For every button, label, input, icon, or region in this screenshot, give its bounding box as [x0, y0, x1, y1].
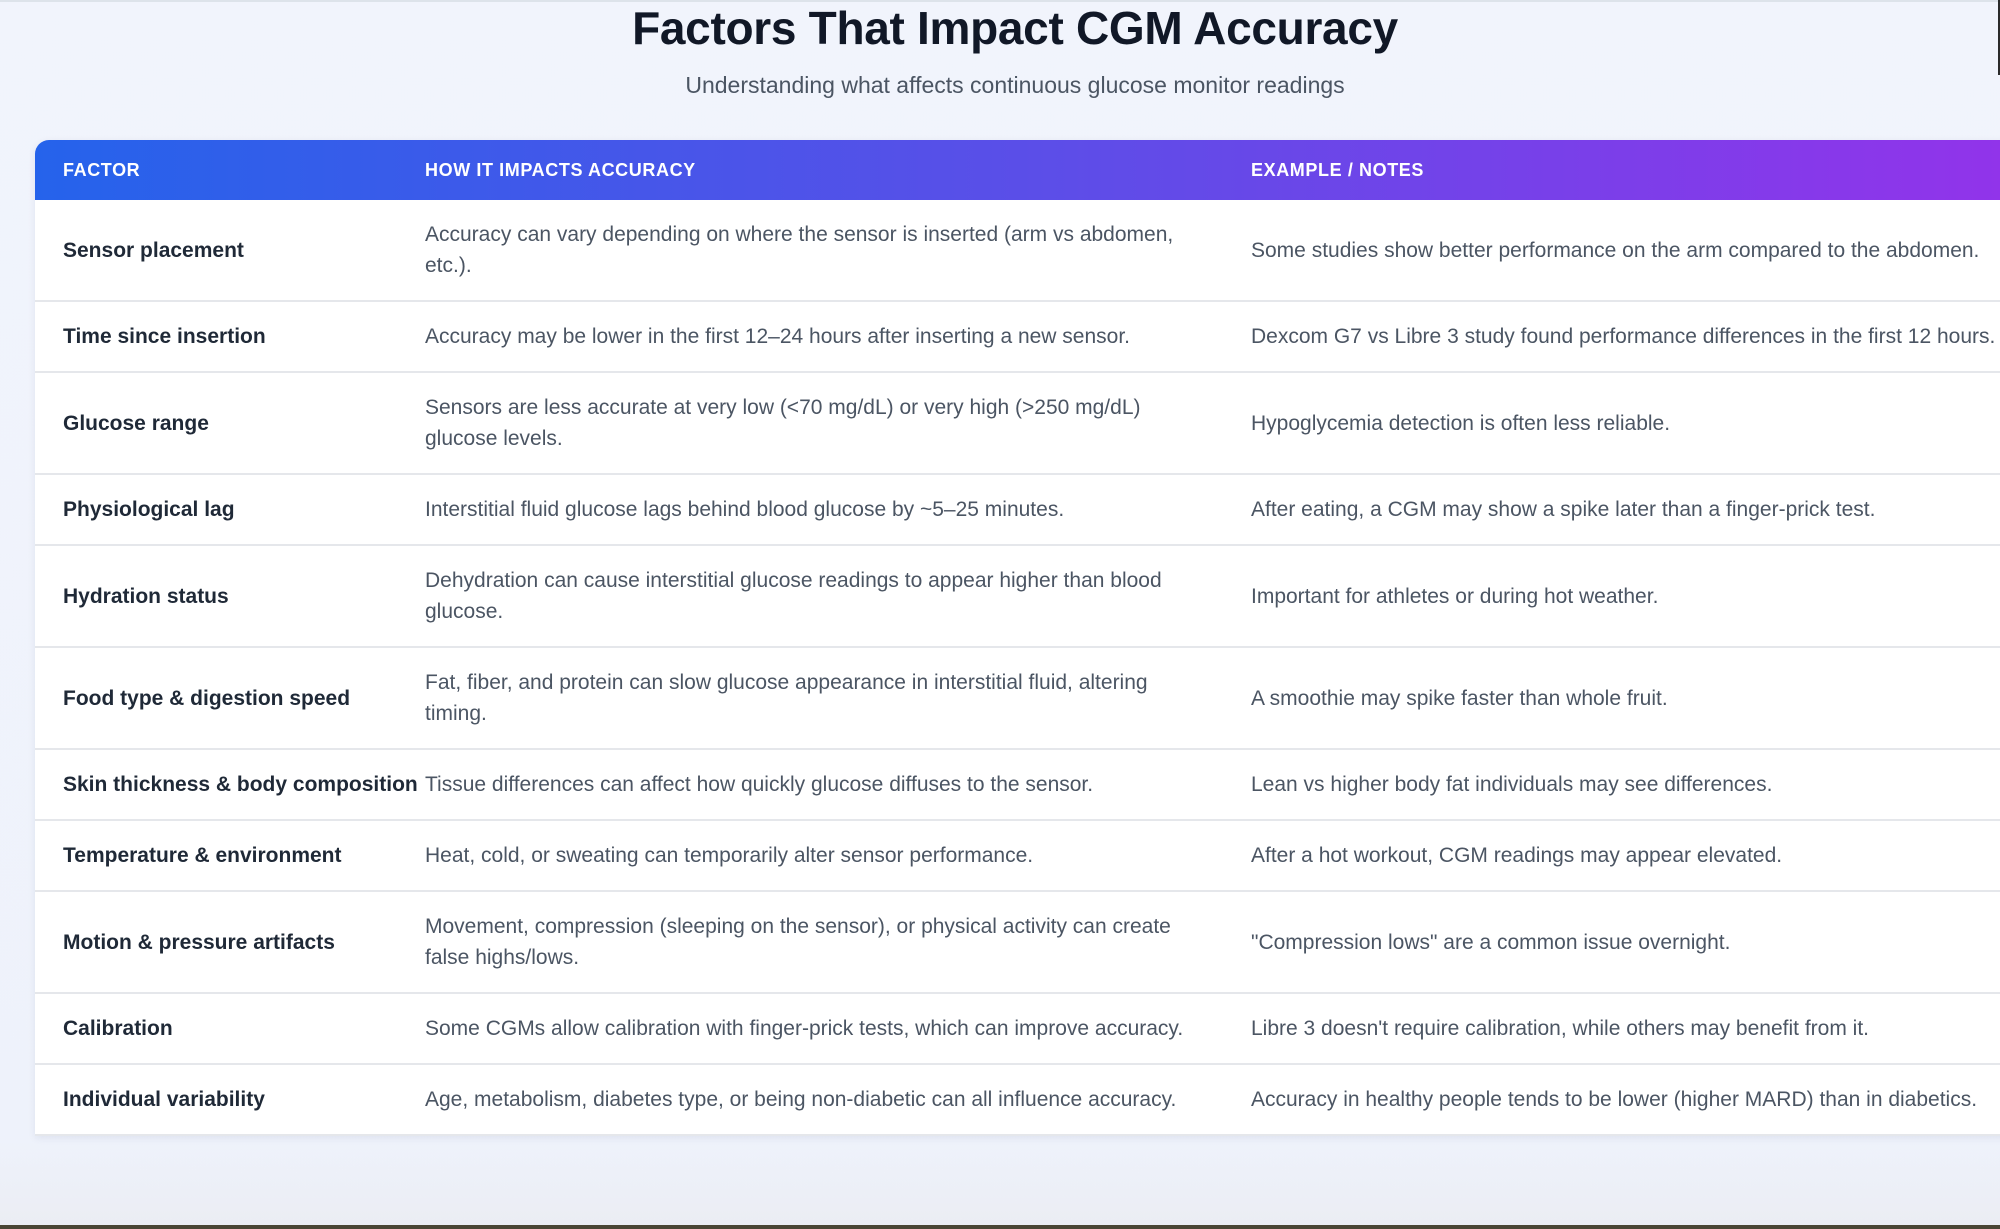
factor-cell: Individual variability — [35, 1064, 425, 1136]
page-title: Factors That Impact CGM Accuracy — [632, 2, 1398, 54]
impact-cell: Movement, compression (sleeping on the s… — [425, 891, 1251, 994]
table-row: Calibration Some CGMs allow calibration w… — [35, 993, 2000, 1065]
table-header-row: FACTOR HOW IT IMPACTS ACCURACY EXAMPLE /… — [35, 140, 2000, 200]
factor-cell: Food type & digestion speed — [35, 647, 425, 750]
notes-cell: After a hot workout, CGM readings may ap… — [1251, 820, 2000, 892]
bottom-fade — [0, 1140, 2000, 1225]
notes-cell: "Compression lows" are a common issue ov… — [1251, 891, 2000, 994]
column-header-factor: FACTOR — [63, 159, 141, 180]
impact-cell: Tissue differences can affect how quickl… — [425, 749, 1251, 821]
impact-cell: Some CGMs allow calibration with finger-… — [425, 993, 1251, 1065]
notes-cell: After eating, a CGM may show a spike lat… — [1251, 474, 2000, 546]
table-row: Glucose range Sensors are less accurate a… — [35, 372, 2000, 475]
factor-cell: Physiological lag — [35, 474, 425, 546]
window-edge — [1998, 0, 2000, 75]
factor-cell: Glucose range — [35, 372, 425, 475]
table-row: Individual variability Age, metabolism, d… — [35, 1064, 2000, 1136]
factor-cell: Time since insertion — [35, 301, 425, 373]
table-row: Motion & pressure artifacts Movement, com… — [35, 891, 2000, 994]
notes-cell: Lean vs higher body fat individuals may … — [1251, 749, 2000, 821]
table-row: Time since insertion Accuracy may be lowe… — [35, 301, 2000, 373]
factor-cell: Sensor placement — [35, 200, 425, 302]
impact-cell: Accuracy can vary depending on where the… — [425, 200, 1251, 302]
factor-cell: Hydration status — [35, 545, 425, 648]
table-row: Skin thickness & body composition Tissue … — [35, 749, 2000, 821]
factors-table: FACTOR HOW IT IMPACTS ACCURACY EXAMPLE /… — [35, 140, 2000, 1136]
impact-cell: Sensors are less accurate at very low (<… — [425, 372, 1251, 475]
desktop-strip — [0, 1225, 2000, 1229]
factor-cell: Temperature & environment — [35, 820, 425, 892]
impact-cell: Age, metabolism, diabetes type, or being… — [425, 1064, 1251, 1136]
notes-cell: Accuracy in healthy people tends to be l… — [1251, 1064, 2000, 1136]
notes-cell: Important for athletes or during hot wea… — [1251, 545, 2000, 648]
impact-cell: Dehydration can cause interstitial gluco… — [425, 545, 1251, 648]
column-header-impact: HOW IT IMPACTS ACCURACY — [425, 159, 696, 180]
notes-cell: A smoothie may spike faster than whole f… — [1251, 647, 2000, 750]
factor-cell: Calibration — [35, 993, 425, 1065]
factor-cell: Skin thickness & body composition — [35, 749, 425, 821]
top-border — [0, 0, 2000, 2]
impact-cell: Accuracy may be lower in the first 12–24… — [425, 301, 1251, 373]
factor-cell: Motion & pressure artifacts — [35, 891, 425, 994]
table-row: Food type & digestion speed Fat, fiber, a… — [35, 647, 2000, 750]
notes-cell: Some studies show better performance on … — [1251, 200, 2000, 302]
table-row: Physiological lag Interstitial fluid gluc… — [35, 474, 2000, 546]
notes-cell: Libre 3 doesn't require calibration, whi… — [1251, 993, 2000, 1065]
column-header-notes: EXAMPLE / NOTES — [1251, 159, 1425, 180]
page-subtitle: Understanding what affects continuous gl… — [685, 72, 1345, 98]
notes-cell: Dexcom G7 vs Libre 3 study found perform… — [1251, 301, 2000, 373]
impact-cell: Fat, fiber, and protein can slow glucose… — [425, 647, 1251, 750]
table-row: Hydration status Dehydration can cause in… — [35, 545, 2000, 648]
table-row: Temperature & environment Heat, cold, or … — [35, 820, 2000, 892]
factors-table-container: FACTOR HOW IT IMPACTS ACCURACY EXAMPLE /… — [35, 140, 2000, 1136]
impact-cell: Interstitial fluid glucose lags behind b… — [425, 474, 1251, 546]
impact-cell: Heat, cold, or sweating can temporarily … — [425, 820, 1251, 892]
notes-cell: Hypoglycemia detection is often less rel… — [1251, 372, 2000, 475]
table-row: Sensor placement Accuracy can vary depend… — [35, 200, 2000, 302]
